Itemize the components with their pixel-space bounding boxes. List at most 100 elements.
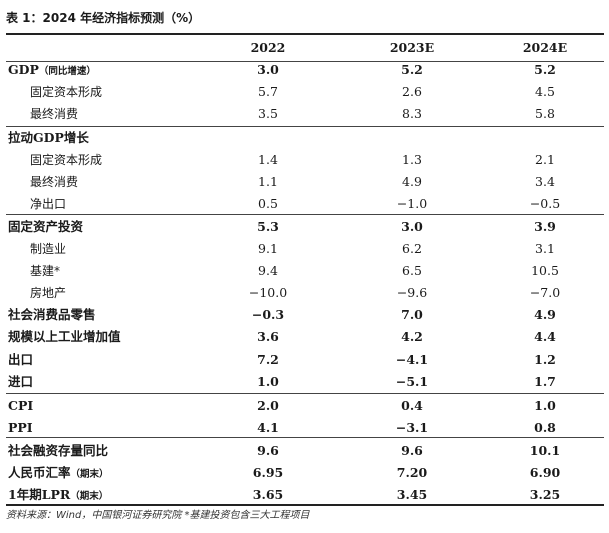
row-label-text: 基建* <box>30 264 61 278</box>
row-value-2022: 2.0 <box>257 398 279 413</box>
row-label-text: 出口 <box>8 352 34 367</box>
row-value-2022: −10.0 <box>248 285 288 300</box>
row-value-2022: 3.6 <box>257 329 279 344</box>
row-value-2022: 3.5 <box>258 106 278 121</box>
row-value-2023e: 4.9 <box>402 174 422 189</box>
row-label: 规模以上工业增加值 <box>8 326 121 348</box>
row-label-text: 制造业 <box>30 242 67 256</box>
row-value-2023e: 2.6 <box>402 84 422 99</box>
row-label: GDP（同比增速） <box>8 59 96 81</box>
row-value-2024e: 10.1 <box>529 443 561 458</box>
header-row: 2022 2023E 2024E <box>6 37 604 59</box>
row-label: 基建* <box>30 260 60 282</box>
row-value-2023e: 4.2 <box>401 329 423 344</box>
row-label: 固定资产投资 <box>8 216 83 238</box>
row-value-2022: 9.1 <box>258 241 278 256</box>
row-value-2024e: 3.9 <box>534 219 556 234</box>
row-value-2023e: −1.0 <box>396 196 428 211</box>
table-row: 固定资产投资 5.3 3.0 3.9 <box>6 216 604 238</box>
row-value-2023e: 7.0 <box>401 307 423 322</box>
section-rule <box>6 437 604 438</box>
row-label-text: PPI <box>8 420 33 435</box>
row-value-2024e <box>515 127 575 149</box>
table-row: PPI 4.1 −3.1 0.8 <box>6 417 604 439</box>
row-value-2022: 3.0 <box>257 62 279 77</box>
row-value-2024e: 0.8 <box>534 420 556 435</box>
row-label-text: 社会融资存量同比 <box>8 443 109 458</box>
section-rule <box>6 393 604 394</box>
row-value-2022: 9.6 <box>257 443 279 458</box>
row-value-2024e: −0.5 <box>529 196 561 211</box>
row-value-2023e: 3.45 <box>396 487 428 502</box>
table-row: 固定资本形成 1.4 1.3 2.1 <box>6 149 604 171</box>
row-value-2024e: 6.90 <box>529 465 561 480</box>
row-value-2024e: 5.2 <box>534 62 556 77</box>
row-value-2023e: 3.0 <box>401 219 423 234</box>
row-value-2024e: 1.7 <box>534 374 556 389</box>
row-value-2023e: 7.20 <box>396 465 428 480</box>
row-value-2022: 4.1 <box>257 420 279 435</box>
row-label-text: 1年期LPR <box>8 487 71 502</box>
row-label-text: 进口 <box>8 374 34 389</box>
row-label-note: （期末） <box>70 469 109 480</box>
row-value-2022: −0.3 <box>251 307 285 322</box>
row-value-2023e: 8.3 <box>402 106 422 121</box>
row-value-2022: 9.4 <box>258 263 278 278</box>
header-2022: 2022 <box>250 40 286 55</box>
row-label: 拉动GDP增长 <box>8 127 89 149</box>
row-value-2022: 1.4 <box>258 152 278 167</box>
table-row: 规模以上工业增加值 3.6 4.2 4.4 <box>6 326 604 348</box>
table-row: 房地产 −10.0 −9.6 −7.0 <box>6 282 604 304</box>
row-value-2024e: 10.5 <box>531 263 559 278</box>
row-value-2024e: 3.4 <box>535 174 555 189</box>
row-label: 社会融资存量同比 <box>8 440 108 462</box>
row-value-2024e: 4.4 <box>534 329 556 344</box>
row-label-text: 固定资本形成 <box>30 153 103 167</box>
row-label: 最终消费 <box>30 171 78 193</box>
row-label-text: CPI <box>8 398 34 413</box>
row-label: 制造业 <box>30 238 66 260</box>
table-row: 最终消费 3.5 8.3 5.8 <box>6 103 604 125</box>
row-label: 固定资本形成 <box>30 149 102 171</box>
row-label: 进口 <box>8 371 33 393</box>
row-value-2022: 1.0 <box>257 374 279 389</box>
table-title: 表 1：2024 年经济指标预测（%） <box>6 11 201 25</box>
row-label-note: （期末） <box>70 491 109 502</box>
table-row: CPI 2.0 0.4 1.0 <box>6 395 604 417</box>
row-value-2024e: 2.1 <box>535 152 555 167</box>
row-label: 净出口 <box>30 193 66 215</box>
row-value-2023e: 6.2 <box>402 241 422 256</box>
row-label-text: 规模以上工业增加值 <box>8 329 121 344</box>
table-row: 制造业 9.1 6.2 3.1 <box>6 238 604 260</box>
source-note: 资料来源：Wind，中国银河证券研究院 *基建投资包含三大工程项目 <box>6 510 310 521</box>
row-value-2024e: 1.0 <box>534 398 556 413</box>
row-value-2024e: 3.25 <box>529 487 561 502</box>
row-label: 固定资本形成 <box>30 81 102 103</box>
row-value-2022: 6.95 <box>252 465 284 480</box>
header-2024e: 2024E <box>522 40 568 55</box>
table-row: 社会消费品零售 −0.3 7.0 4.9 <box>6 304 604 326</box>
row-label: 最终消费 <box>30 103 78 125</box>
row-value-2024e: 5.8 <box>535 106 555 121</box>
row-label: 房地产 <box>30 282 66 304</box>
row-label-text: 固定资产投资 <box>8 219 84 234</box>
table-row: 基建* 9.4 6.5 10.5 <box>6 260 604 282</box>
row-value-2022: 1.1 <box>258 174 278 189</box>
row-label-text: 社会消费品零售 <box>8 307 96 322</box>
row-label-text: 房地产 <box>30 286 67 300</box>
row-label-text: 净出口 <box>30 197 67 211</box>
row-label: CPI <box>8 395 33 417</box>
section-rule <box>6 126 604 127</box>
row-value-2023e <box>379 127 445 149</box>
row-value-2023e: 6.5 <box>402 263 422 278</box>
row-label-text: 最终消费 <box>30 107 79 121</box>
table-row: 净出口 0.5 −1.0 −0.5 <box>6 193 604 215</box>
row-value-2022: 0.5 <box>258 196 278 211</box>
table-row: 最终消费 1.1 4.9 3.4 <box>6 171 604 193</box>
section-rule <box>6 214 604 215</box>
row-value-2022: 5.7 <box>258 84 278 99</box>
row-value-2022: 7.2 <box>257 352 279 367</box>
row-value-2023e: 9.6 <box>401 443 423 458</box>
bottom-rule <box>6 504 604 506</box>
row-label: 人民币汇率（期末） <box>8 462 109 484</box>
